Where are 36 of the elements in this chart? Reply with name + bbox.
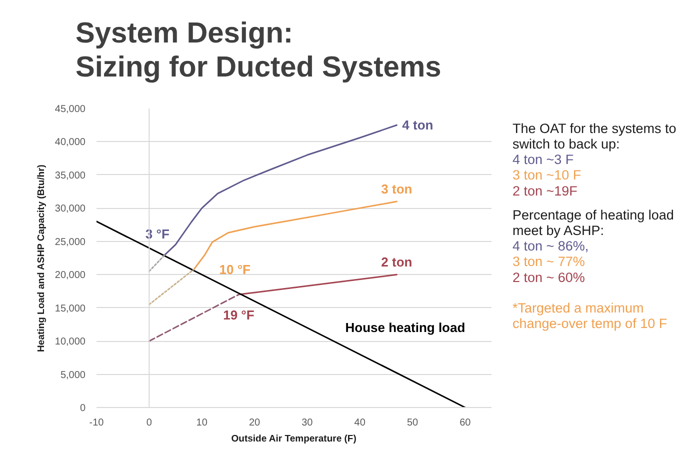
- y-tick-label: 25,000: [54, 236, 86, 248]
- text: *Targeted a maximum change-over temp of 10 F: [512, 300, 668, 331]
- text: The OAT for the systems to switch to back up:: [512, 120, 676, 152]
- x-tick-label: -10: [89, 418, 104, 428]
- series-label: 2 ton: [381, 254, 412, 270]
- series-label: House heating load: [345, 320, 466, 335]
- y-tick-label: 15,000: [54, 303, 86, 314]
- text: 3 ton ~ 77%: [512, 254, 585, 270]
- text: 2 ton ~ 60%: [512, 270, 585, 285]
- x-tick-label: 20: [248, 418, 260, 428]
- text: Percentage of heating load meet by ASHP:: [512, 207, 674, 238]
- x-tick-label: 0: [146, 418, 152, 428]
- text: 3 ton ~10 F: [512, 168, 582, 183]
- series-label: 3 ton: [381, 182, 412, 197]
- x-tick-label: 30: [302, 418, 314, 428]
- y-tick-label: 5,000: [60, 370, 86, 381]
- x-tick-label: 50: [406, 418, 418, 428]
- y-tick-label: 45,000: [54, 104, 86, 115]
- x-axis-title: Outside Air Temperature (F): [231, 434, 356, 444]
- y-tick-label: 30,000: [54, 204, 86, 215]
- y-axis-title: Heating Load and ASHP Capacity (Btu/hr): [36, 164, 47, 352]
- x-tick-label: 60: [460, 418, 472, 428]
- annotation: 10 °F: [219, 262, 251, 277]
- annotation: 19 °F: [223, 308, 254, 323]
- text: 2 ton ~19F: [512, 183, 578, 198]
- y-tick-label: 20,000: [54, 270, 86, 282]
- y-tick-label: 40,000: [54, 137, 86, 148]
- series-label: 4 ton: [402, 118, 434, 133]
- text: 4 ton ~ 86%,: [512, 238, 589, 254]
- y-tick-label: 35,000: [54, 170, 86, 182]
- x-tick-label: 40: [354, 418, 366, 428]
- chart-title: System Design: Sizing for Ducted Systems: [76, 18, 442, 84]
- x-tick-label: 10: [196, 418, 208, 428]
- text: 4 ton ~3 F: [512, 152, 574, 168]
- y-tick-label: 10,000: [54, 336, 86, 348]
- y-tick-label: 0: [80, 403, 86, 414]
